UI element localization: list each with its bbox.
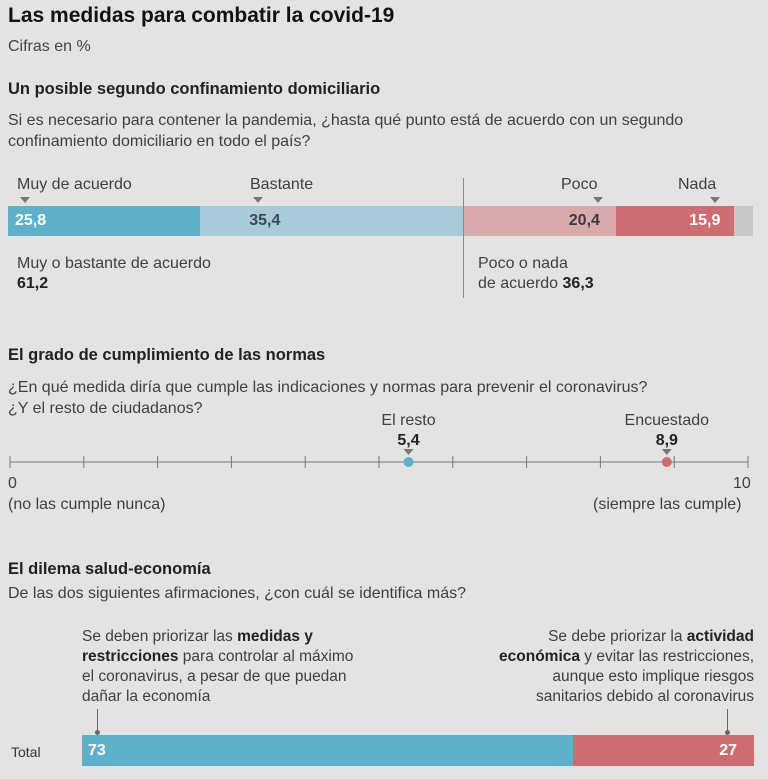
statement-health-l3: el coronavirus, a pesar de que puedan [82, 668, 347, 685]
cat-arrow-2 [593, 197, 603, 203]
summary-disagree-line2: de acuerdo 36,3 [478, 275, 594, 293]
marker-point-0 [403, 457, 414, 467]
section3-heading: El dilema salud-economía [8, 560, 211, 578]
summary-disagree-label: Poco o nada [478, 255, 568, 272]
pointer-health-dot [95, 730, 100, 735]
bar-value-label-3: 15,9 [689, 212, 721, 229]
marker-arrow-1 [661, 449, 672, 455]
chart-subtitle: Cifras en % [8, 38, 91, 55]
summary-agree-label: Muy o bastante de acuerdo [17, 255, 211, 272]
bar-segment-economy: 27 [572, 735, 754, 766]
marker-value-encuestado: 8,9 [655, 432, 678, 449]
section2-heading: El grado de cumplimiento de las normas [8, 346, 326, 364]
statement-economy: Se debe priorizar la actividad económica… [430, 627, 754, 707]
bar-value-label-0: 25,8 [15, 212, 47, 229]
agreement-divider [463, 178, 464, 298]
cat-arrow-0 [20, 197, 30, 203]
dilemma-stacked-bar: 73 27 [82, 735, 754, 766]
scale-min-caption: (no las cumple nunca) [8, 496, 166, 513]
chart-title: Las medidas para combatir la covid-19 [8, 4, 395, 27]
scale-max-label: 10 [733, 475, 751, 492]
bar-value-label-2: 20,4 [568, 212, 600, 229]
bar-segment-bastante: 35,4 [200, 206, 464, 236]
marker-arrow-0 [403, 449, 414, 455]
cat-label-1: Bastante [250, 176, 314, 193]
marker-point-1 [661, 457, 672, 467]
statement-economy-l1a: Se debe priorizar la [548, 628, 687, 645]
summary-disagree-value: 36,3 [562, 275, 594, 292]
cat-arrow-3 [710, 197, 720, 203]
section3-question: De las dos siguientes afirmaciones, ¿con… [8, 585, 466, 602]
statement-economy-l4: sanitarios debido al coronavirus [536, 688, 754, 705]
bar-segment-health: 73 [82, 735, 573, 766]
pointer-economy [727, 709, 728, 734]
bar-segment-nada: 15,9 [615, 206, 735, 236]
section2-question-line2: ¿Y el resto de ciudadanos? [8, 400, 203, 417]
cat-label-3: Nada [678, 176, 717, 193]
statement-health-l1b: medidas y [237, 628, 313, 645]
agreement-stacked-bar: 25,8 35,4 20,4 15,9 [8, 206, 753, 236]
pointer-health [97, 709, 98, 734]
bar-value-label-1: 35,4 [249, 212, 281, 229]
section1-question-line1: Si es necesario para contener la pandemi… [8, 112, 684, 129]
statement-economy-l2a: económica [499, 648, 580, 665]
scale-max-caption: (siempre las cumple) [593, 496, 742, 513]
statement-economy-l2b: y evitar las restricciones, [580, 648, 754, 665]
scale-min-label: 0 [8, 475, 17, 492]
marker-value-el-resto: 5,4 [397, 432, 420, 449]
dilemma-value-economy: 27 [719, 742, 737, 759]
dilemma-value-health: 73 [88, 742, 106, 759]
cat-label-2: Poco [561, 176, 598, 193]
total-row-label: Total [11, 744, 41, 760]
bar-segment-muy-de-acuerdo: 25,8 [8, 206, 201, 236]
statement-economy-l3: aunque esto implique riesgos [552, 668, 754, 685]
section2-question-line1: ¿En qué medida diría que cumple las indi… [8, 379, 648, 396]
cat-label-0: Muy de acuerdo [17, 176, 132, 193]
marker-label-el-resto: El resto [381, 412, 436, 429]
statement-health-l2b: para controlar al máximo [178, 648, 354, 665]
section1-heading: Un posible segundo confinamiento domicil… [8, 80, 381, 98]
compliance-scale [9, 449, 749, 468]
marker-label-encuestado: Encuestado [624, 412, 710, 429]
section1-question-line2: confinamiento domiciliario en todo el pa… [8, 133, 311, 150]
statement-health: Se deben priorizar las medidas y restric… [82, 627, 402, 707]
statement-health-l4: dañar la economía [82, 688, 211, 705]
summary-agree-value: 61,2 [17, 275, 49, 292]
statement-health-l2a: restricciones [82, 648, 179, 665]
bar-segment-poco: 20,4 [463, 206, 616, 236]
bar-segment-remainder [734, 206, 753, 236]
statement-economy-l1b: actividad [686, 628, 754, 645]
cat-arrow-1 [253, 197, 263, 203]
pointer-economy-dot [725, 730, 730, 735]
statement-health-l1a: Se deben priorizar las [82, 628, 238, 645]
summary-disagree-label-2: de acuerdo [478, 275, 559, 292]
